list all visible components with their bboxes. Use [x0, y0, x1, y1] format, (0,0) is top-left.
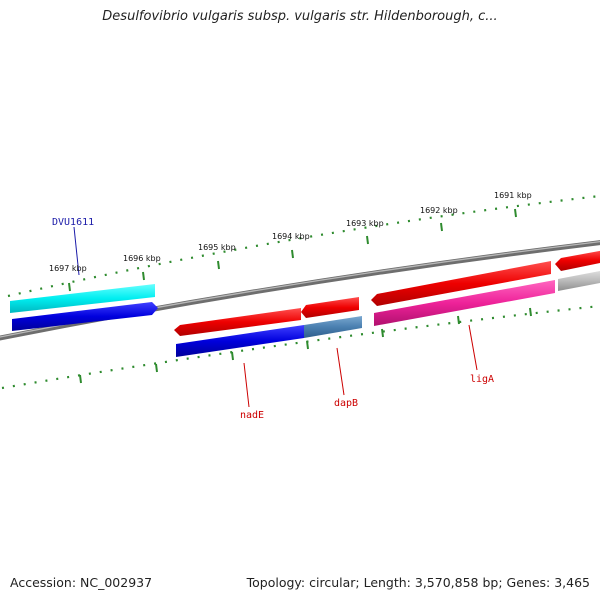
gene-liga-arrow[interactable]	[374, 280, 555, 326]
gene-red-arrow-4[interactable]	[555, 250, 600, 271]
inner-major-ticks	[79, 307, 532, 384]
gene-dvu1611-cyan-arrow[interactable]	[10, 284, 155, 313]
gene-label-nade[interactable]: nadE	[240, 410, 264, 421]
gene-label-dvu1611[interactable]: DVU1611	[52, 217, 94, 228]
nade-leader	[243, 362, 250, 408]
tick-label: 1695 kbp	[198, 243, 236, 252]
liga-leader	[468, 324, 478, 371]
genome-stats-label: Topology: circular; Length: 3,570,858 bp…	[246, 575, 590, 590]
gene-grey-arrow[interactable]	[558, 270, 600, 291]
tick-label: 1692 kbp	[420, 206, 458, 215]
map-title: Desulfovibrio vulgaris subsp. vulgaris s…	[102, 9, 498, 24]
tick-label: 1691 kbp	[494, 191, 532, 200]
gene-red-arrow-3[interactable]	[371, 261, 551, 306]
dapb-leader	[336, 347, 345, 396]
gene-red-arrow-1[interactable]	[174, 308, 301, 336]
gene-dvu1611-arrow[interactable]	[12, 302, 158, 331]
gene-label-liga[interactable]: ligA	[470, 374, 494, 385]
gene-nade-arrow[interactable]	[176, 325, 304, 357]
gene-red-arrow-2[interactable]	[301, 297, 359, 318]
outer-major-ticks	[68, 208, 517, 292]
gene-label-dapb[interactable]: dapB	[334, 398, 358, 409]
accession-label: Accession: NC_002937	[10, 575, 153, 590]
dvu1611-leader	[73, 226, 80, 276]
tick-label: 1696 kbp	[123, 254, 161, 263]
tick-label: 1694 kbp	[272, 232, 310, 241]
tick-label: 1693 kbp	[346, 219, 384, 228]
tick-label: 1697 kbp	[49, 264, 87, 273]
gene-dapb-arrow[interactable]	[304, 316, 362, 338]
